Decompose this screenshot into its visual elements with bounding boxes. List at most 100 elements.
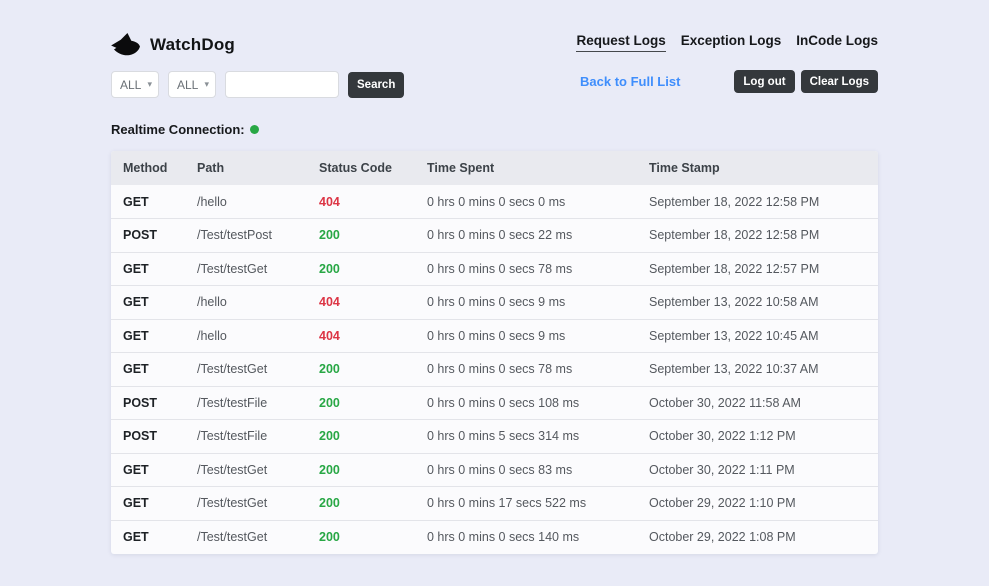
column-header-status-code: Status Code xyxy=(307,151,415,185)
request-logs-table: Method Path Status Code Time Spent Time … xyxy=(111,151,878,554)
back-to-full-list-link[interactable]: Back to Full List xyxy=(580,74,681,89)
log-path: /hello xyxy=(197,194,227,209)
connection-status-dot xyxy=(249,125,259,134)
logs-table-body: GET /hello 404 0 hrs 0 mins 0 secs 0 ms … xyxy=(111,185,878,554)
log-time-spent: 0 hrs 0 mins 0 secs 78 ms xyxy=(415,352,637,386)
log-status-code: 200 xyxy=(307,352,415,386)
log-path: /Test/testGet xyxy=(185,352,307,386)
log-row[interactable]: GET /Test/testGet 200 0 hrs 0 mins 0 sec… xyxy=(111,352,878,386)
log-status-code: 200 xyxy=(307,486,415,520)
log-method: GET xyxy=(111,318,185,353)
log-method: GET xyxy=(111,486,185,520)
header-right: Request Logs Exception Logs InCode Logs … xyxy=(576,30,878,93)
log-path: /hello xyxy=(185,285,307,319)
filter-bar: ALL ▾ ALL ▾ Search xyxy=(111,71,405,98)
log-time-stamp: October 29, 2022 1:10 PM xyxy=(637,486,878,520)
log-row[interactable]: GET /Test/testGet 200 0 hrs 0 mins 0 sec… xyxy=(111,452,878,487)
log-row[interactable]: GET /hello 404 0 hrs 0 mins 0 secs 9 ms … xyxy=(111,318,878,353)
log-time-spent: 0 hrs 0 mins 0 secs 78 ms xyxy=(415,251,637,286)
status-filter-value: ALL xyxy=(177,77,199,92)
log-time-stamp: October 29, 2022 1:08 PM xyxy=(637,519,878,554)
column-header-time-spent: Time Spent xyxy=(415,151,637,185)
log-path: /Test/testFile xyxy=(185,419,307,453)
log-time-spent: 0 hrs 0 mins 5 secs 314 ms xyxy=(415,419,637,453)
log-row[interactable]: GET /hello 404 0 hrs 0 mins 0 secs 9 ms … xyxy=(111,285,878,319)
log-time-stamp: September 18, 2022 12:57 PM xyxy=(637,251,878,286)
log-method: POST xyxy=(111,385,185,420)
log-path: /Test/testGet xyxy=(185,486,307,520)
log-row[interactable]: GET /Test/testGet 200 0 hrs 0 mins 17 se… xyxy=(111,486,878,520)
log-row[interactable]: POST /Test/testPost 200 0 hrs 0 mins 0 s… xyxy=(111,218,878,252)
log-method: GET xyxy=(111,285,185,319)
log-time-spent: 0 hrs 0 mins 0 secs 83 ms xyxy=(415,452,637,487)
dog-head-icon xyxy=(111,32,142,58)
tab-request-logs[interactable]: Request Logs xyxy=(576,33,666,52)
log-status-code: 200 xyxy=(307,385,415,420)
log-time-stamp: September 18, 2022 12:58 PM xyxy=(649,194,820,209)
log-time-stamp: September 18, 2022 12:58 PM xyxy=(637,218,878,252)
log-status-code: 200 xyxy=(307,251,415,286)
log-path: /Test/testGet xyxy=(185,251,307,286)
status-filter-select[interactable]: ALL ▾ xyxy=(168,71,216,98)
tab-incode-logs[interactable]: InCode Logs xyxy=(796,33,878,48)
verb-filter-select[interactable]: ALL ▾ xyxy=(111,71,159,98)
request-logs-table-card: Method Path Status Code Time Spent Time … xyxy=(111,151,878,554)
log-status-code: 200 xyxy=(307,519,415,554)
log-method: POST xyxy=(111,218,185,252)
log-status-code: 200 xyxy=(307,218,415,252)
verb-filter-value: ALL xyxy=(120,77,142,92)
brand-name: WatchDog xyxy=(150,35,236,54)
column-header-method: Method xyxy=(111,151,185,185)
logout-button[interactable]: Log out xyxy=(734,70,795,93)
log-status-code: 404 xyxy=(307,285,415,319)
log-time-spent: 0 hrs 0 mins 0 secs 9 ms xyxy=(415,318,637,353)
column-header-time-stamp: Time Stamp xyxy=(637,151,878,185)
log-time-spent: 0 hrs 0 mins 0 secs 108 ms xyxy=(415,385,637,420)
log-row[interactable]: POST /Test/testFile 200 0 hrs 0 mins 5 s… xyxy=(111,419,878,453)
log-path: /Test/testFile xyxy=(185,385,307,420)
log-row[interactable]: POST /Test/testFile 200 0 hrs 0 mins 0 s… xyxy=(111,385,878,420)
log-method: GET xyxy=(111,519,185,554)
realtime-connection: Realtime Connection: xyxy=(111,122,878,137)
brand: WatchDog xyxy=(111,30,404,60)
search-button[interactable]: Search xyxy=(348,71,405,98)
log-method: GET xyxy=(111,251,185,286)
log-path: /Test/testGet xyxy=(185,452,307,487)
log-time-spent: 0 hrs 0 mins 0 secs 9 ms xyxy=(415,285,637,319)
log-method: GET xyxy=(123,194,149,209)
log-status-code: 404 xyxy=(307,318,415,353)
log-path: /Test/testGet xyxy=(185,519,307,554)
log-time-spent: 0 hrs 0 mins 0 secs 140 ms xyxy=(415,519,637,554)
log-time-spent: 0 hrs 0 mins 17 secs 522 ms xyxy=(415,486,637,520)
log-time-stamp: September 13, 2022 10:58 AM xyxy=(637,285,878,319)
log-time-stamp: October 30, 2022 1:11 PM xyxy=(637,452,878,487)
log-time-stamp: September 13, 2022 10:37 AM xyxy=(637,352,878,386)
table-header: Method Path Status Code Time Spent Time … xyxy=(111,151,878,185)
chevron-down-icon: ▾ xyxy=(204,79,209,89)
log-time-spent: 0 hrs 0 mins 0 secs 22 ms xyxy=(415,218,637,252)
log-method: GET xyxy=(111,352,185,386)
log-row[interactable]: GET /Test/testGet 200 0 hrs 0 mins 0 sec… xyxy=(111,519,878,554)
log-method: GET xyxy=(111,452,185,487)
log-status-code: 404 xyxy=(319,194,340,209)
log-path: /Test/testPost xyxy=(185,218,307,252)
log-time-stamp: September 13, 2022 10:45 AM xyxy=(637,318,878,353)
search-input[interactable] xyxy=(225,71,339,98)
header-left: WatchDog ALL ▾ ALL ▾ Search xyxy=(111,30,405,98)
log-status-code: 200 xyxy=(307,452,415,487)
realtime-connection-label: Realtime Connection: xyxy=(111,122,245,137)
log-row[interactable]: GET /Test/testGet 200 0 hrs 0 mins 0 sec… xyxy=(111,251,878,286)
clear-logs-button[interactable]: Clear Logs xyxy=(800,70,878,93)
log-status-code: 200 xyxy=(307,419,415,453)
tab-exception-logs[interactable]: Exception Logs xyxy=(680,33,782,48)
log-tabs: Request Logs Exception Logs InCode Logs xyxy=(576,33,878,52)
log-row[interactable]: GET /hello 404 0 hrs 0 mins 0 secs 0 ms … xyxy=(111,185,878,219)
log-time-stamp: October 30, 2022 1:12 PM xyxy=(637,419,878,453)
log-method: POST xyxy=(111,419,185,453)
header: WatchDog ALL ▾ ALL ▾ Search Request Logs… xyxy=(111,30,878,98)
chevron-down-icon: ▾ xyxy=(147,79,152,89)
log-time-spent: 0 hrs 0 mins 0 secs 0 ms xyxy=(427,194,566,209)
log-path: /hello xyxy=(185,318,307,353)
column-header-path: Path xyxy=(185,151,307,185)
